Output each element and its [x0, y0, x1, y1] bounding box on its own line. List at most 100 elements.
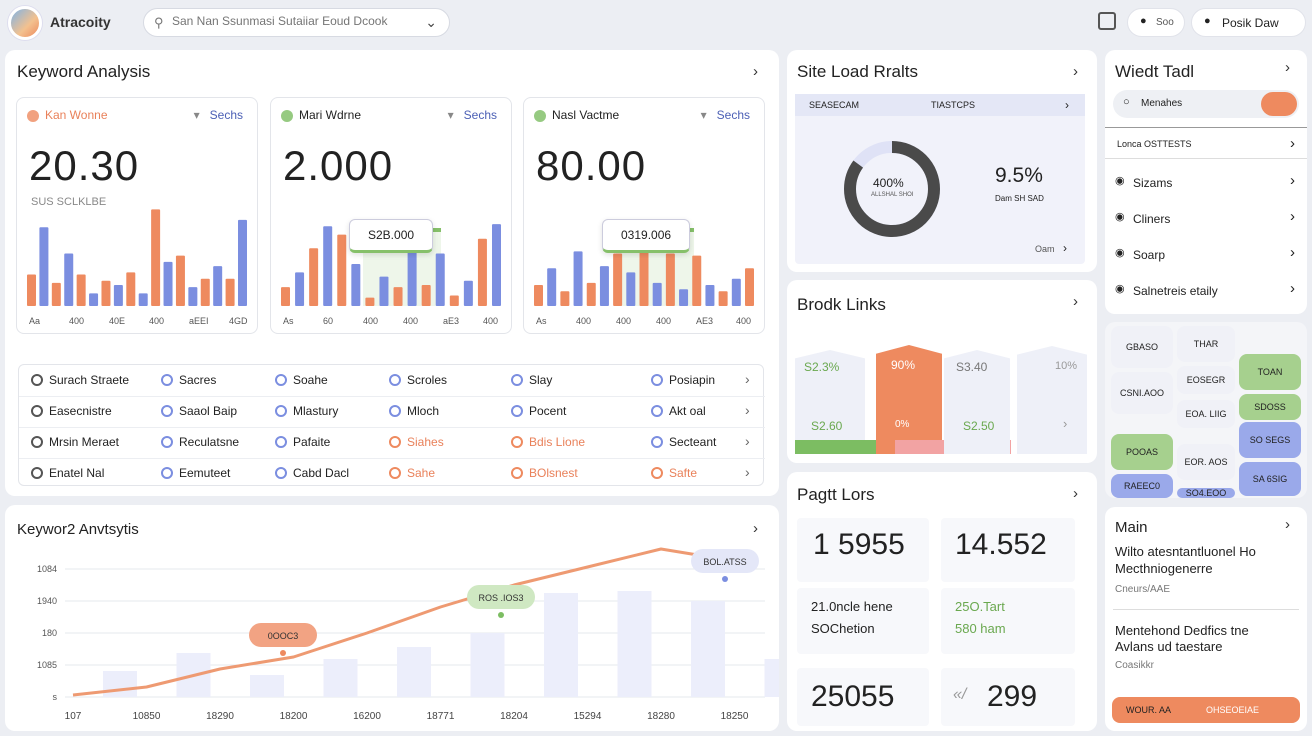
right-list-item[interactable]: ◉ Sizams › [1115, 172, 1295, 190]
chevron-right-icon[interactable]: › [745, 433, 750, 449]
keyword-card[interactable]: Mari Wdrne ▾ Sechs 2.000 As 60 400 400 aE3 400 S2B… [270, 97, 512, 334]
grid-tile[interactable]: GBASO [1111, 326, 1173, 368]
chevron-right-icon[interactable]: › [1073, 63, 1078, 80]
chevron-right-icon[interactable]: › [1290, 208, 1295, 225]
grid-tile[interactable]: SO SEGS [1239, 422, 1301, 458]
tile-value: S3.40 [956, 360, 988, 374]
chevron-right-icon[interactable]: › [745, 402, 750, 418]
grid-tile[interactable]: RAEEC0 [1111, 474, 1173, 498]
keyword-list-item[interactable]: Akt oal [651, 404, 706, 418]
keyword-list-item[interactable]: Safte [651, 466, 697, 480]
footer-link[interactable]: Oam [1035, 244, 1055, 254]
trend-bar-5 [470, 633, 505, 697]
chevron-right-icon[interactable]: › [1290, 135, 1295, 152]
toggle[interactable] [1261, 92, 1297, 116]
metric-text: SOChetion [811, 621, 875, 636]
keyword-list-item[interactable]: Mrsin Meraet [31, 435, 119, 449]
card-select[interactable]: ▾ Sechs [193, 108, 243, 122]
grid-tile[interactable]: EOR. AOS [1177, 444, 1235, 480]
keyword-list-item[interactable]: Bdis Lione [511, 435, 585, 449]
grid-tile[interactable]: SO4.EOO [1177, 488, 1235, 498]
main-text: Avlans ud taestare [1115, 639, 1223, 654]
right-list-item[interactable]: ◉ Cliners › [1115, 208, 1295, 226]
bar-15 [213, 266, 223, 306]
x-tick-label: 400 [616, 316, 631, 326]
chevron-right-icon[interactable]: › [1073, 485, 1078, 502]
grid-tile[interactable]: EOA. LIIG [1177, 400, 1235, 428]
right-list-item[interactable]: ◉ Soarp › [1115, 244, 1295, 262]
chevron-right-icon[interactable]: › [753, 63, 758, 80]
grid-tile[interactable]: SDOSS [1239, 394, 1301, 420]
chevron-right-icon[interactable]: › [1285, 516, 1290, 533]
grid-tile[interactable]: CSNI.AOO [1111, 372, 1173, 414]
search-bar[interactable]: ⚲ ⌄ [143, 8, 450, 37]
notification-pill[interactable]: ● Soo [1127, 8, 1185, 37]
keyword-list-item[interactable]: Cabd Dacl [275, 466, 349, 480]
card-select[interactable]: ▾ Sechs [700, 108, 750, 122]
bar-10 [151, 209, 161, 306]
keyword-list-item[interactable]: Enatel Nal [31, 466, 104, 480]
x-tick-label: AE3 [696, 316, 713, 326]
filter-pill[interactable]: ○ Menahes [1113, 90, 1299, 118]
tile-2[interactable] [876, 345, 942, 454]
chevron-right-icon[interactable]: › [1290, 244, 1295, 261]
action-button[interactable]: WOUR. AA OHSEOEIAE [1112, 697, 1300, 723]
search-input[interactable] [172, 14, 422, 28]
trend-point [722, 576, 728, 582]
list-header[interactable]: Lonca OSTTESTS › [1105, 127, 1307, 159]
item-icon [511, 405, 523, 417]
app-logo[interactable] [8, 6, 42, 40]
trend-bar-0 [103, 671, 137, 697]
card-select[interactable]: ▾ Sechs [447, 108, 497, 122]
bar-7 [626, 272, 636, 306]
keyword-list-item[interactable]: Surach Straete [31, 373, 129, 387]
keyword-list-item[interactable]: Secteant [651, 435, 716, 449]
right-list-item[interactable]: ◉ Salnetreis etaily › [1115, 280, 1295, 298]
calendar-icon[interactable] [1098, 12, 1116, 30]
item-icon [31, 405, 43, 417]
card-label: Kan Wonne [45, 108, 108, 122]
grid-tile[interactable]: EOSEGR [1177, 366, 1235, 394]
keyword-list-item[interactable]: Pafaite [275, 435, 330, 449]
chevron-right-icon[interactable]: › [745, 371, 750, 387]
keyword-list-item[interactable]: Pocent [511, 404, 566, 418]
tile-4[interactable] [1017, 346, 1087, 454]
chevron-down-icon[interactable]: ⌄ [425, 14, 437, 30]
grid-tile[interactable]: TOAN [1239, 354, 1301, 390]
keyword-list-item[interactable]: Saaol Baip [161, 404, 237, 418]
keyword-card[interactable]: Kan Wonne ▾ Sechs 20.30 SUS SCLKLBE Aa 400 40E 4… [16, 97, 258, 334]
keyword-list-item[interactable]: Mloch [389, 404, 439, 418]
tile-3[interactable] [944, 350, 1010, 454]
chevron-right-icon[interactable]: › [1290, 280, 1295, 297]
keyword-list-item[interactable]: Slay [511, 373, 552, 387]
chevron-right-icon[interactable]: › [1063, 416, 1068, 431]
y-tick-label: 180 [42, 628, 57, 638]
grid-tile[interactable]: SA 6SIG [1239, 462, 1301, 496]
chevron-right-icon[interactable]: › [1063, 241, 1067, 255]
item-icon [31, 374, 43, 386]
keyword-list-item[interactable]: Scroles [389, 373, 447, 387]
keyword-list-item[interactable]: Soahe [275, 373, 328, 387]
keyword-list-item[interactable]: Eemuteet [161, 466, 230, 480]
keyword-list-item[interactable]: Sacres [161, 373, 216, 387]
grid-tile[interactable]: POOAS [1111, 434, 1173, 470]
keyword-list-item[interactable]: Siahes [389, 435, 444, 449]
keyword-list-item[interactable]: BOlsnest [511, 466, 578, 480]
chevron-right-icon[interactable]: › [745, 464, 750, 480]
tile-1[interactable] [795, 350, 865, 454]
keyword-list-item[interactable]: Posiapin [651, 373, 715, 387]
keyword-card[interactable]: Nasl Vactme ▾ Sechs 80.00 As 400 400 400 AE3 400 0… [523, 97, 765, 334]
keyword-list-item[interactable]: Mlastury [275, 404, 338, 418]
grid-tile[interactable]: THAR [1177, 326, 1235, 362]
keyword-list-item[interactable]: Sahe [389, 466, 435, 480]
item-icon: ◉ [1115, 211, 1125, 223]
keyword-list-item[interactable]: Reculatsne [161, 435, 239, 449]
keyword-list-item[interactable]: Easecnistre [31, 404, 112, 418]
chevron-right-icon[interactable]: › [1285, 59, 1290, 76]
chevron-right-icon[interactable]: › [753, 520, 758, 537]
item-icon [161, 436, 173, 448]
chevron-right-icon[interactable]: › [1065, 98, 1069, 112]
chevron-right-icon[interactable]: › [1290, 172, 1295, 189]
posik-button[interactable]: ● Posik Daw [1191, 8, 1306, 37]
chevron-right-icon[interactable]: › [1073, 293, 1078, 310]
